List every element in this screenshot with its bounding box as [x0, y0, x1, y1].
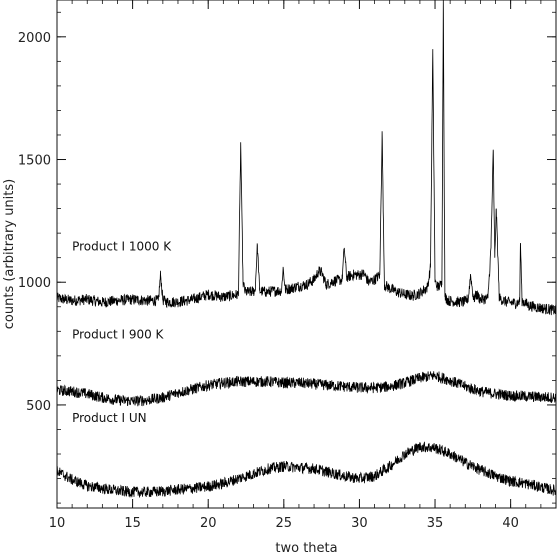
- series-line-0: [56, 0, 557, 316]
- x-tick-label: 25: [276, 516, 293, 531]
- series-line-1: [56, 371, 557, 407]
- x-tick-label: 35: [427, 516, 444, 531]
- y-tick-label: 500: [26, 399, 51, 414]
- y-tick-label: 1000: [18, 276, 51, 291]
- y-axis-label: counts (arbitrary units): [2, 179, 17, 329]
- x-axis-label: two theta: [275, 541, 337, 556]
- x-tick-label: 10: [49, 516, 66, 531]
- y-tick-label: 2000: [18, 31, 51, 46]
- x-tick-label: 15: [124, 516, 141, 531]
- x-tick-label: 20: [200, 516, 217, 531]
- series-annotation-0: Product I 1000 K: [72, 239, 172, 253]
- x-tick-label: 30: [351, 516, 368, 531]
- series-annotation-1: Product I 900 K: [72, 328, 164, 342]
- x-tick-label: 40: [502, 516, 519, 531]
- plot-layer: [56, 0, 557, 498]
- y-tick-label: 1500: [18, 154, 51, 169]
- series-line-2: [56, 441, 557, 498]
- series-annotation-2: Product I UN: [72, 411, 147, 425]
- plot-frame: [56, 0, 557, 509]
- axis-layer: 10 15 20 25 30 35 40 500 1000 1500 2000: [18, 0, 557, 531]
- label-layer: Product I 1000 K Product I 900 K Product I…: [72, 239, 172, 425]
